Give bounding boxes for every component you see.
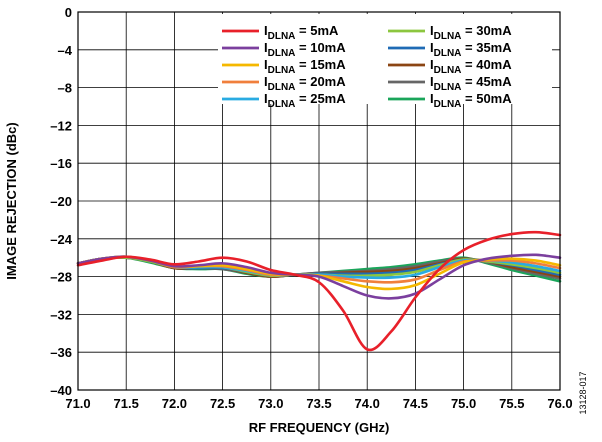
y-tick-label: 0 xyxy=(65,5,72,20)
legend-label: IDLNA = 40mA xyxy=(430,57,512,76)
y-tick-label: –28 xyxy=(50,270,72,285)
x-tick-label: 73.5 xyxy=(306,396,331,411)
x-tick-label: 72.0 xyxy=(162,396,187,411)
y-tick-label: –8 xyxy=(58,81,72,96)
legend-label: IDLNA = 45mA xyxy=(430,74,512,93)
y-tick-label: –12 xyxy=(50,118,72,133)
y-axis-title: IMAGE REJECTION (dBc) xyxy=(4,122,19,279)
y-tick-label: –40 xyxy=(50,383,72,398)
plot-frame xyxy=(77,11,561,391)
x-tick-label: 72.5 xyxy=(210,396,235,411)
y-tick-label: –24 xyxy=(50,232,72,247)
x-tick-label: 75.5 xyxy=(499,396,524,411)
y-tick-label: –20 xyxy=(50,194,72,209)
x-tick-labels: 71.0 71.5 72.0 72.5 73.0 73.5 74.0 74.5 75.0 75.5… xyxy=(65,396,572,411)
legend-label: IDLNA = 5mA xyxy=(264,23,339,42)
y-tick-label: –36 xyxy=(50,345,72,360)
y-tick-label: –32 xyxy=(50,307,72,322)
figure-id: 13128-017 xyxy=(578,371,588,414)
x-tick-label: 71.5 xyxy=(114,396,139,411)
x-tick-label: 73.0 xyxy=(258,396,283,411)
series-line-1 xyxy=(76,230,562,352)
x-axis-title: RF FREQUENCY (GHz) xyxy=(249,420,390,435)
legend-label: IDLNA = 35mA xyxy=(430,40,512,59)
x-tick-label: 74.0 xyxy=(355,396,380,411)
legend-background xyxy=(218,14,552,104)
x-tick-label: 76.0 xyxy=(547,396,572,411)
legend-label: IDLNA = 25mA xyxy=(264,91,346,110)
legend-label: IDLNA = 10mA xyxy=(264,40,346,59)
legend-label: IDLNA = 15mA xyxy=(264,57,346,76)
legend-label: IDLNA = 30mA xyxy=(430,23,512,42)
legend-label: IDLNA = 50mA xyxy=(430,91,512,110)
x-tick-label: 71.0 xyxy=(65,396,90,411)
x-tick-label: 74.5 xyxy=(403,396,428,411)
y-tick-labels: 0 –4 –8 –12 –16 –20 –24 –28 –32 –36 –40 xyxy=(50,5,72,398)
legend-label: IDLNA = 20mA xyxy=(264,74,346,93)
y-tick-label: –4 xyxy=(58,43,73,58)
y-tick-label: –16 xyxy=(50,156,72,171)
series-lines xyxy=(76,230,562,352)
x-tick-label: 75.0 xyxy=(451,396,476,411)
